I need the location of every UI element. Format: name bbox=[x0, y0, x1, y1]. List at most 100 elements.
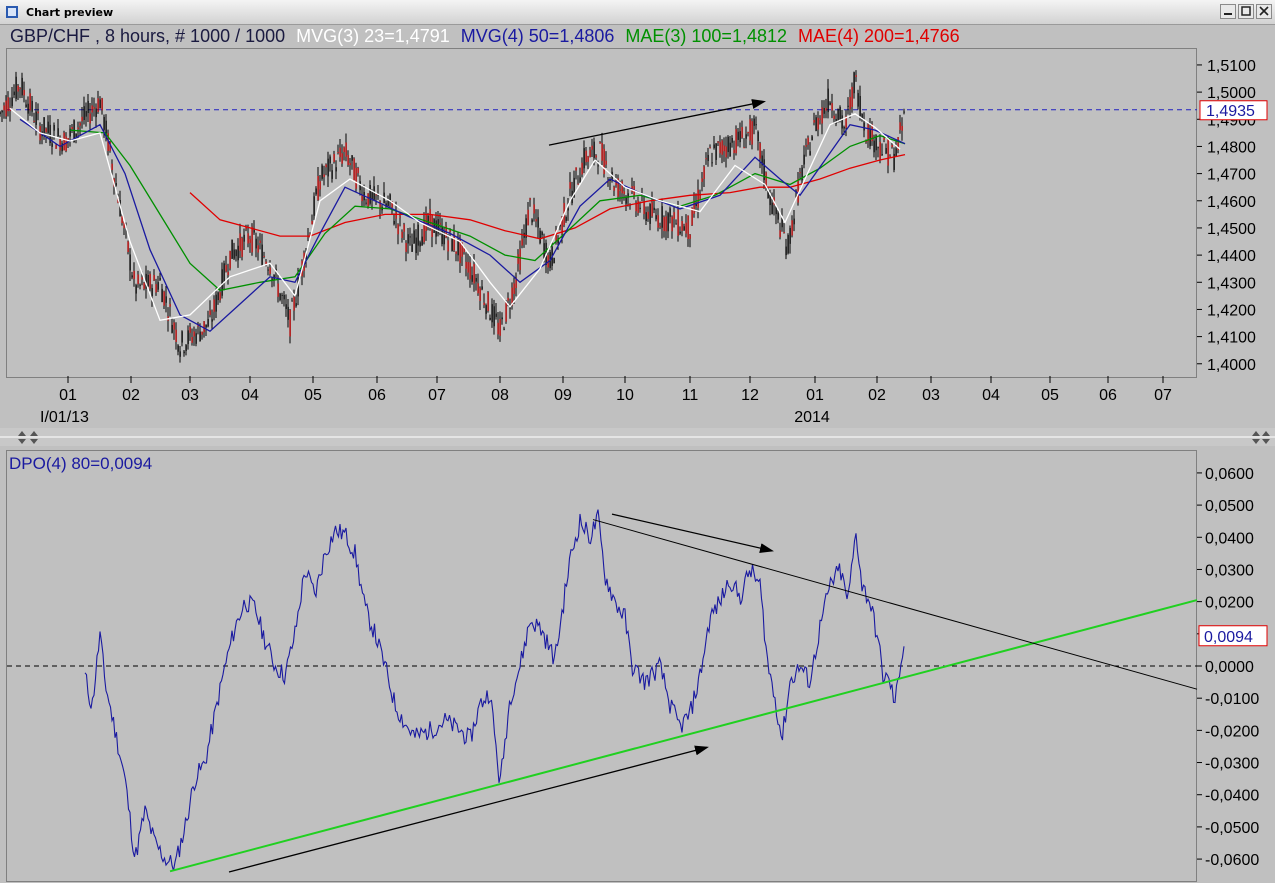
candle-body bbox=[109, 142, 111, 151]
candle-body bbox=[735, 129, 737, 154]
candle-body bbox=[281, 294, 283, 296]
candle-body bbox=[229, 250, 231, 269]
candle-body bbox=[79, 122, 81, 126]
candle-body bbox=[447, 240, 449, 252]
candle-body bbox=[315, 188, 317, 195]
candle-body bbox=[243, 234, 245, 242]
candle-body bbox=[799, 172, 801, 174]
y-tick-label: 1,4600 bbox=[1207, 194, 1256, 211]
candle-body bbox=[709, 147, 711, 149]
candle-body bbox=[311, 220, 313, 225]
close-button[interactable] bbox=[1256, 4, 1272, 19]
candle-body bbox=[689, 234, 691, 239]
candle-body bbox=[405, 242, 407, 252]
candle-body bbox=[865, 140, 867, 143]
candle-body bbox=[701, 178, 703, 182]
candle-body bbox=[11, 97, 13, 107]
candle-body bbox=[81, 116, 83, 122]
splitter-collapse-icon[interactable] bbox=[18, 431, 38, 444]
candle-body bbox=[497, 322, 499, 335]
candle-body bbox=[601, 143, 603, 161]
candle-body bbox=[209, 310, 211, 315]
candle-body bbox=[189, 326, 191, 333]
candle-body bbox=[823, 107, 825, 114]
candle-body bbox=[589, 149, 591, 158]
candle-body bbox=[515, 277, 517, 288]
candle-body bbox=[411, 244, 413, 252]
dpo-y-tick-label: 0,0200 bbox=[1205, 595, 1254, 612]
x-tick-label: 05 bbox=[304, 387, 322, 404]
candle-body bbox=[483, 302, 485, 306]
candle-body bbox=[899, 122, 901, 130]
candle-body bbox=[287, 306, 289, 320]
candle-body bbox=[643, 201, 645, 215]
candle-body bbox=[625, 196, 627, 204]
candle-body bbox=[755, 124, 757, 126]
candle-body bbox=[233, 249, 235, 259]
maximize-button[interactable] bbox=[1238, 4, 1254, 19]
candle-body bbox=[179, 351, 181, 357]
candle-body bbox=[565, 217, 567, 221]
candle-body bbox=[165, 296, 167, 303]
candle-body bbox=[739, 131, 741, 143]
candle-body bbox=[85, 111, 87, 117]
candle-body bbox=[439, 222, 441, 225]
candle-body bbox=[437, 219, 439, 234]
candle-body bbox=[469, 262, 471, 280]
candle-body bbox=[627, 193, 629, 198]
candle-body bbox=[87, 100, 89, 114]
candle-body bbox=[237, 245, 239, 261]
candle-body bbox=[593, 141, 595, 158]
splitter-expand-icon[interactable] bbox=[1252, 431, 1270, 444]
candle-body bbox=[105, 120, 107, 138]
candle-body bbox=[191, 337, 193, 343]
title-bar[interactable]: Chart preview bbox=[0, 0, 1275, 25]
y-tick-label: 1,4200 bbox=[1207, 302, 1256, 319]
candle-body bbox=[871, 124, 873, 142]
candle-body bbox=[845, 116, 847, 128]
candle-body bbox=[427, 215, 429, 224]
y-tick-label: 1,4100 bbox=[1207, 330, 1256, 347]
candle-body bbox=[805, 145, 807, 147]
close-icon bbox=[1259, 6, 1269, 16]
candle-body bbox=[91, 105, 93, 113]
candle-body bbox=[847, 105, 849, 107]
candle-body bbox=[377, 194, 379, 197]
candle-body bbox=[639, 207, 641, 210]
candle-body bbox=[137, 274, 139, 285]
candle-body bbox=[241, 238, 243, 257]
candle-body bbox=[407, 234, 409, 244]
y-tick-label: 1,4300 bbox=[1207, 275, 1256, 292]
candle-body bbox=[277, 283, 279, 297]
candle-body bbox=[139, 284, 141, 286]
candle-body bbox=[149, 273, 151, 289]
candle-body bbox=[265, 261, 267, 265]
dpo-y-tick-label: 0,0300 bbox=[1205, 562, 1254, 579]
x-sublabel-year: 2014 bbox=[794, 409, 830, 426]
candle-body bbox=[903, 111, 905, 113]
candle-body bbox=[185, 345, 187, 351]
candle-body bbox=[207, 319, 209, 327]
candle-body bbox=[539, 230, 541, 244]
x-tick-label: 05 bbox=[1041, 387, 1059, 404]
candle-body bbox=[223, 263, 225, 283]
panel-splitter[interactable] bbox=[0, 428, 1275, 446]
candle-body bbox=[869, 128, 871, 147]
candle-body bbox=[777, 212, 779, 220]
candle-body bbox=[403, 224, 405, 232]
legend-mae4: MAE(4) 200=1,4766 bbox=[798, 26, 960, 46]
candle-body bbox=[151, 288, 153, 297]
y-tick-label: 1,4800 bbox=[1207, 139, 1256, 156]
candle-body bbox=[495, 313, 497, 317]
candle-body bbox=[379, 201, 381, 210]
x-tick-label: 02 bbox=[868, 387, 886, 404]
minimize-button[interactable] bbox=[1220, 4, 1236, 19]
candle-body bbox=[721, 140, 723, 155]
candle-body bbox=[321, 165, 323, 179]
candle-body bbox=[727, 136, 729, 153]
candle-body bbox=[521, 238, 523, 246]
candle-body bbox=[365, 202, 367, 204]
candle-body bbox=[413, 230, 415, 244]
candle-body bbox=[59, 138, 61, 151]
